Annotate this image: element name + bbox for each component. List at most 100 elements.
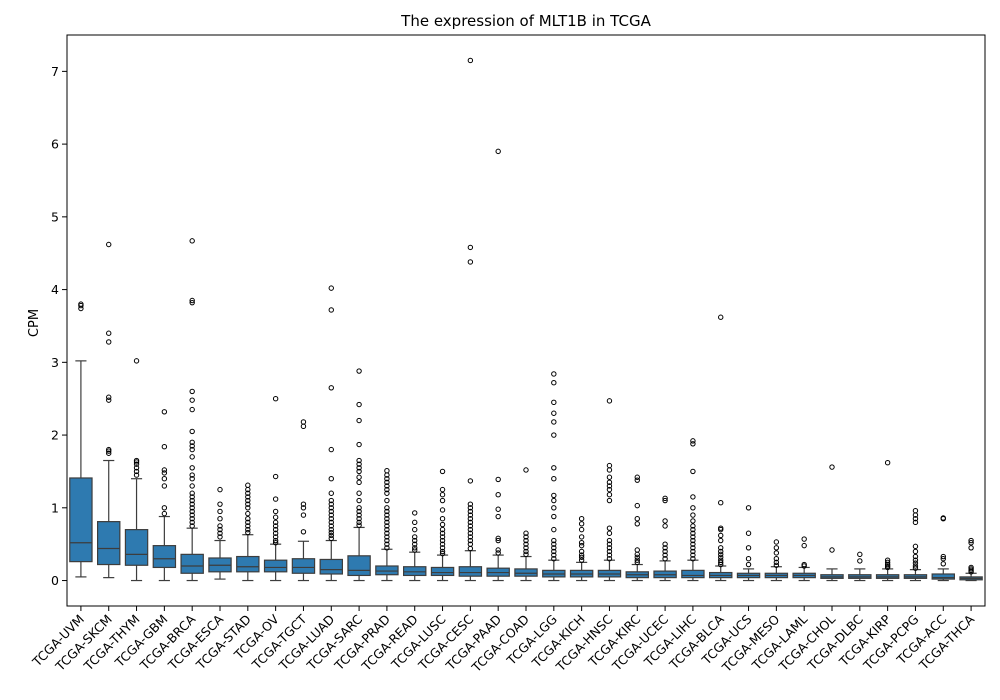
iqr-box [430,566,455,577]
outlier-point [384,508,390,515]
outlier-point [189,428,195,435]
outlier-point [412,541,418,547]
chart-title: The expression of MLT1B in TCGA [400,12,651,30]
outlier-point [884,557,891,563]
iqr-box [69,477,93,563]
outlier-point [551,545,557,551]
y-tick-label: 3 [51,355,59,370]
outlier-point [356,441,362,448]
outlier-point [384,476,390,482]
outlier-point [773,559,780,566]
box-tcga-chol [820,464,844,582]
outlier-point [523,551,529,558]
outlier-point [690,438,696,444]
outlier-point [245,497,251,504]
outlier-point [606,467,613,473]
outlier-point [133,465,140,471]
outlier-point [272,530,279,536]
outlier-point [272,526,279,533]
outlier-point [606,552,613,558]
outlier-point [217,508,223,515]
outlier-point [551,548,557,555]
outlier-point [578,542,585,549]
outlier-point [161,467,168,473]
outlier-point [551,419,557,425]
outlier-point [551,476,557,482]
outlier-point [384,541,390,547]
outlier-point [578,557,585,563]
outlier-point [606,474,613,480]
outlier-point [384,490,390,496]
outlier-point [718,545,724,551]
outlier-point [439,530,446,536]
outlier-point [606,398,613,404]
box-tcga-dlbc [848,551,872,582]
outlier-point [189,494,195,500]
box-tcga-kirp [875,460,900,582]
box-tcga-tgct [291,419,316,582]
outlier-point [439,507,446,513]
outlier-point [328,490,334,496]
outlier-point [467,57,474,64]
outlier-point [801,561,807,568]
outlier-point [606,537,613,544]
outlier-point [634,559,640,566]
outlier-point [634,557,640,563]
outlier-point [189,516,195,522]
outlier-point [189,476,195,482]
outlier-point [245,516,251,522]
outlier-point [551,371,557,377]
outlier-point [467,541,474,547]
outlier-point [578,540,585,546]
outlier-point [467,478,474,484]
outlier-point [133,461,140,467]
outlier-point [161,483,168,489]
outlier-point [328,529,334,536]
outlier-point [412,545,418,551]
outlier-point [161,510,168,517]
outlier-point [551,537,557,544]
outlier-point [133,457,140,464]
outlier-point [467,501,474,507]
outlier-point [272,519,279,526]
outlier-point [773,550,780,556]
outlier-point [578,548,585,555]
outlier-point [133,468,140,475]
outlier-point [245,526,251,533]
outlier-point [300,512,307,518]
outlier-point [189,523,195,529]
y-tick-label: 0 [51,573,59,588]
outlier-point [634,551,640,558]
outlier-point [745,561,752,568]
outlier-point [718,532,724,539]
plot-content [69,57,983,582]
y-tick-label: 7 [51,64,59,79]
outlier-point [690,530,696,536]
outlier-point [272,473,279,480]
outlier-point [662,495,668,502]
outlier-point [189,439,195,446]
box-tcga-kirc [625,474,649,582]
outlier-point [272,395,279,402]
outlier-point [912,563,919,569]
outlier-point [634,502,640,509]
outlier-point [773,562,780,568]
iqr-box [319,558,343,575]
outlier-point [384,486,390,493]
outlier-point [161,476,168,482]
y-tick-label: 2 [51,428,59,443]
y-axis-label: CPM [27,309,42,337]
box-tcga-read [403,510,427,582]
outlier-point [328,385,334,391]
box-tcga-lusc [430,468,455,582]
outlier-point [495,148,501,155]
outlier-point [272,508,279,515]
outlier-point [245,494,251,500]
outlier-point [551,541,557,547]
box-tcga-thca [959,537,983,582]
outlier-point [690,523,696,529]
outlier-point [968,545,974,551]
outlier-point [106,339,112,345]
outlier-point [662,552,668,558]
